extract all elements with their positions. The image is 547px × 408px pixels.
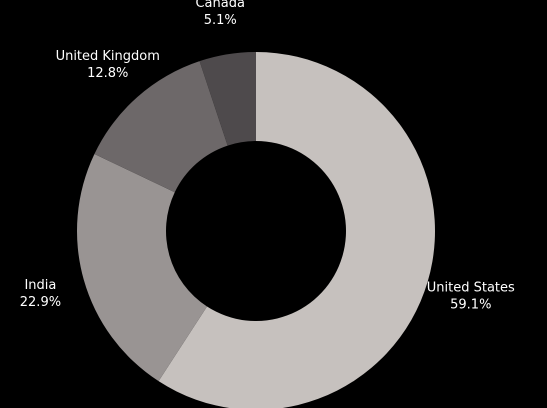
slice-label-india: India 22.9% [20, 278, 61, 310]
slice-labels: United States 59.1% India 22.9% United Kingd… [20, 0, 515, 313]
slice-name: United States [427, 281, 515, 296]
slice-value: 12.8% [87, 66, 128, 81]
slice-label-united-kingdom: United Kingdom 12.8% [56, 49, 160, 81]
donut-slices [76, 52, 435, 408]
slice-value: 5.1% [204, 13, 237, 28]
slice-india [76, 153, 208, 382]
slice-name: Canada [195, 0, 244, 11]
slice-name: United Kingdom [56, 49, 160, 64]
slice-name: India [24, 278, 56, 293]
slice-united-states [158, 52, 435, 408]
slice-united-kingdom [94, 61, 228, 193]
slice-label-united-states: United States 59.1% [427, 281, 515, 313]
slice-value: 59.1% [450, 298, 491, 313]
slice-canada [199, 52, 256, 146]
slice-value: 22.9% [20, 295, 61, 310]
slice-label-canada: Canada 5.1% [195, 0, 244, 28]
